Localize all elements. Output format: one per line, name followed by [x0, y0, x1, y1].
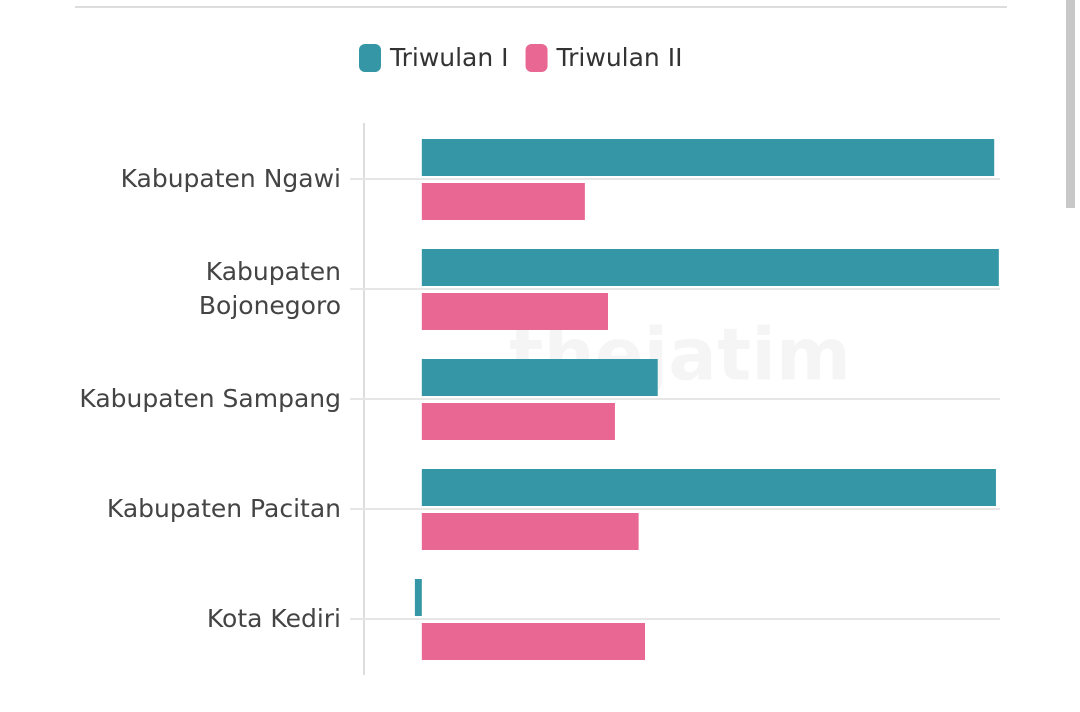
- legend-swatch: [525, 44, 548, 72]
- bar: [421, 403, 615, 440]
- y-tick-label: Kabupaten Pacitan: [106, 494, 341, 523]
- bar: [421, 293, 608, 330]
- bar: [414, 579, 422, 616]
- y-tick-label: Kabupaten Ngawi: [120, 164, 341, 193]
- bar: [421, 359, 658, 396]
- legend-label: Triwulan II: [556, 43, 683, 72]
- y-tick-label: Kabupaten Sampang: [79, 384, 341, 413]
- bar: [421, 183, 585, 220]
- scrollbar: [1066, 0, 1075, 208]
- y-tick-label: Kota Kediri: [206, 604, 341, 633]
- y-tick-label: Kabupaten Bojonegoro: [198, 257, 341, 320]
- bar: [421, 513, 639, 550]
- bar: [421, 469, 996, 506]
- bar: [421, 139, 995, 176]
- bar: [421, 249, 999, 286]
- legend-label: Triwulan I: [389, 43, 509, 72]
- legend-swatch: [359, 44, 381, 72]
- bar: [421, 623, 645, 660]
